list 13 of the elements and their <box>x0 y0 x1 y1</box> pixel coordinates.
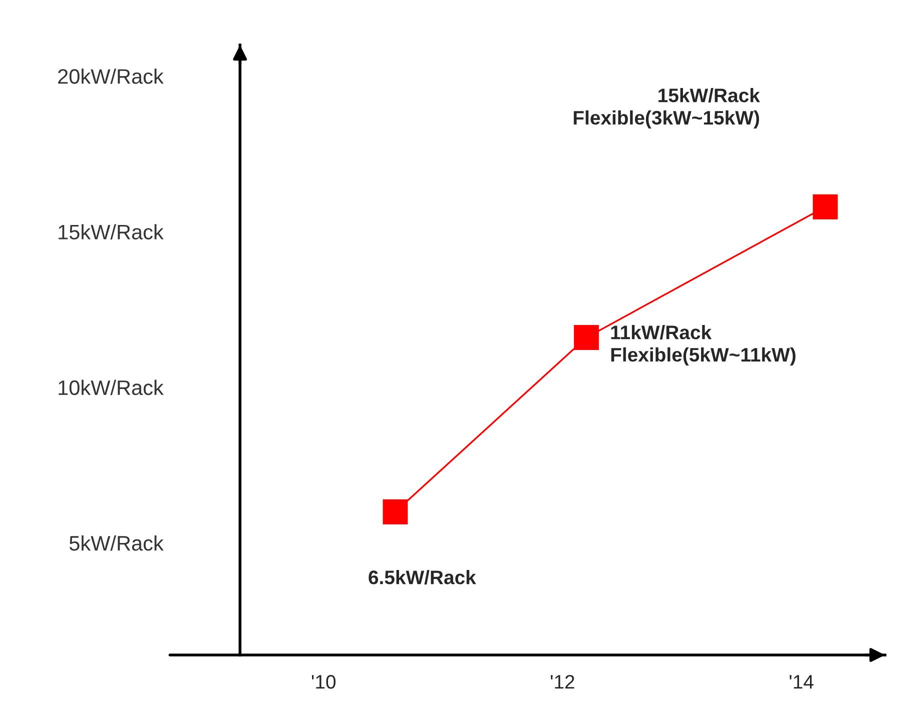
y-tick-label: 20kW/Rack <box>58 68 164 84</box>
point <box>382 499 408 524</box>
x-tick-label: '12 <box>550 674 574 689</box>
y-tick-label: 10kW/Rack <box>58 380 164 396</box>
annotation: 11kW/Rack Flexible(5kW~11kW) <box>611 325 796 366</box>
annotation: 15kW/Rack Flexible(3kW~15kW) <box>574 88 760 128</box>
y-tick-label: 5kW/Rack <box>70 535 164 551</box>
annotation: 6.5kW/Rack <box>368 570 476 584</box>
point <box>812 194 838 220</box>
y-tick-label: 15kW/Rack <box>58 224 164 240</box>
point <box>574 325 599 350</box>
x-tick-label: '14 <box>790 675 814 689</box>
x-tick-label: '10 <box>312 674 336 689</box>
